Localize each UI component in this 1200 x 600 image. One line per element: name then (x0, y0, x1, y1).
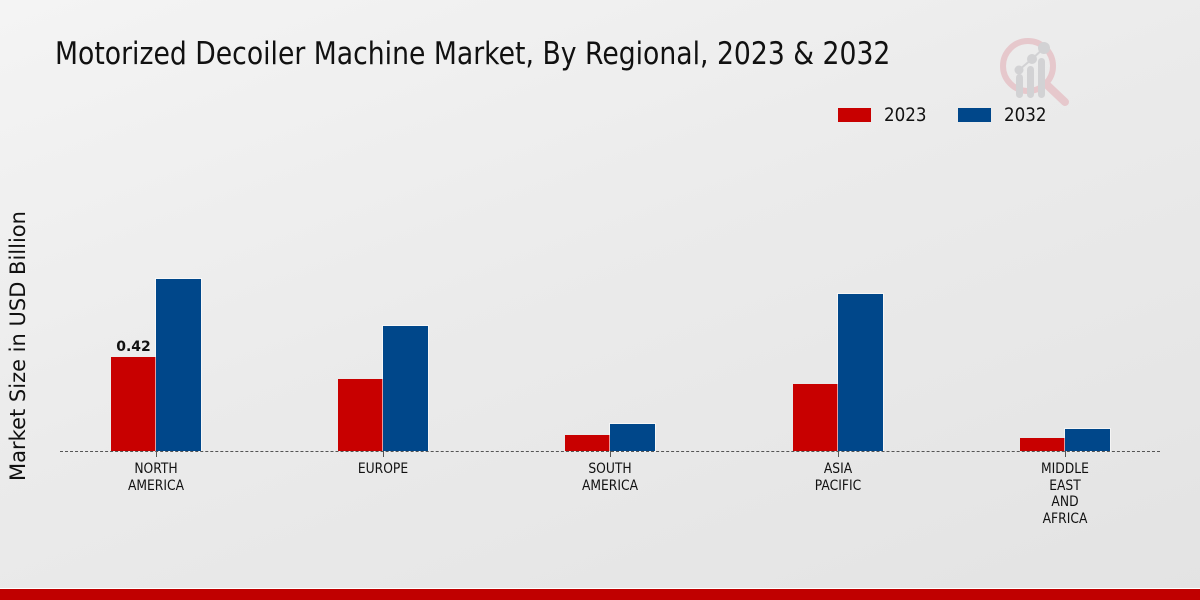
x-tick-label-south-america: SOUTH AMERICA (581, 461, 639, 494)
x-tick (156, 451, 157, 457)
x-tick-label-europe: EUROPE (357, 461, 409, 477)
y-axis-label: Market Size in USD Billion (6, 211, 30, 481)
bar-asia-pacific-2032[interactable] (838, 294, 883, 451)
x-tick (838, 451, 839, 457)
bar-asia-pacific-2023[interactable] (793, 384, 838, 451)
x-tick-label-asia-pacific: ASIA PACIFIC (814, 461, 862, 494)
bar-south-america-2032[interactable] (610, 424, 655, 451)
legend-item-2023[interactable]: 2023 (838, 104, 932, 126)
bar-north-america-2032[interactable] (156, 279, 201, 451)
analytics-magnifier-logo-icon (1000, 38, 1069, 106)
x-tick (383, 451, 384, 457)
footer-accent-bar (0, 588, 1200, 600)
x-tick (1065, 451, 1066, 457)
chart-title: Motorized Decoiler Machine Market, By Re… (55, 36, 891, 72)
legend-item-2032[interactable]: 2032 (958, 104, 1052, 126)
data-label-north-america-2023: 0.42 (116, 339, 151, 355)
bar-europe-2023[interactable] (338, 379, 383, 451)
x-tick-label-middle-east-and-africa: MIDDLE EAST AND AFRICA (1041, 461, 1089, 527)
legend-label-2023: 2023 (884, 104, 927, 126)
bar-middle-east-and-africa-2032[interactable] (1065, 429, 1110, 451)
bar-north-america-2023[interactable] (111, 357, 156, 451)
legend-swatch-2032 (958, 108, 991, 122)
plot-area (60, 120, 1160, 451)
legend-swatch-2023 (838, 108, 871, 122)
bar-south-america-2023[interactable] (565, 435, 610, 451)
x-tick (610, 451, 611, 457)
bar-europe-2032[interactable] (383, 326, 428, 451)
x-tick-label-north-america: NORTH AMERICA (127, 461, 185, 494)
legend-label-2032: 2032 (1004, 104, 1047, 126)
bar-middle-east-and-africa-2023[interactable] (1020, 438, 1065, 451)
